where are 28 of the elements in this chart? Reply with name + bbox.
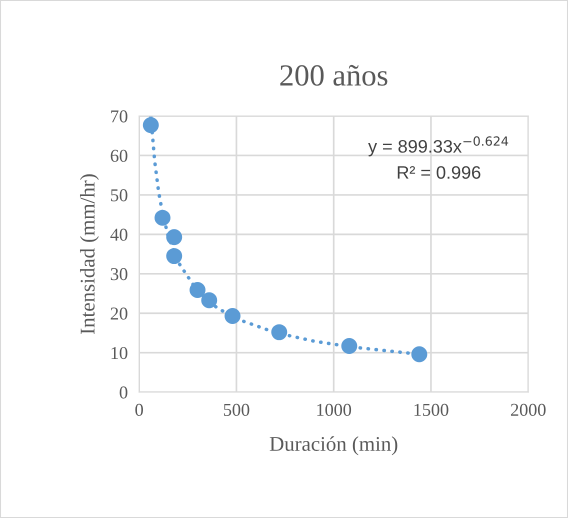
x-tick-label: 2000 [510, 404, 546, 416]
annotation: y = 899.33x$^{−0.624}$ [368, 136, 508, 156]
point [166, 248, 182, 264]
x-tick-label: 1000 [317, 404, 352, 416]
y-tick-label: 20 [110, 308, 128, 320]
point [190, 282, 206, 298]
y-tick-label: 0 [120, 386, 128, 399]
point [201, 292, 218, 308]
y-tick-label: 60 [110, 150, 128, 162]
annotation: R² = 0.996 [398, 166, 480, 179]
x-tick-label: 1500 [414, 404, 448, 416]
chart-title: 200 años [280, 64, 388, 86]
point [142, 117, 159, 134]
point [271, 324, 288, 340]
x-tick-label: 0 [135, 404, 143, 416]
point [341, 338, 358, 354]
y-tick-label: 10 [112, 346, 128, 360]
x-tick-label: 500 [224, 404, 250, 416]
y-tick-label: 50 [111, 189, 128, 202]
point [224, 308, 241, 324]
y-tick-label: 40 [110, 228, 128, 241]
y-axis-title: Intensidad (mm/hr) [80, 174, 99, 334]
y-tick-label: 70 [111, 110, 128, 122]
x-axis-title: Duración (min) [270, 436, 398, 456]
point [166, 229, 182, 246]
point [411, 346, 428, 362]
point [154, 210, 170, 226]
y-tick-label: 30 [110, 268, 128, 280]
